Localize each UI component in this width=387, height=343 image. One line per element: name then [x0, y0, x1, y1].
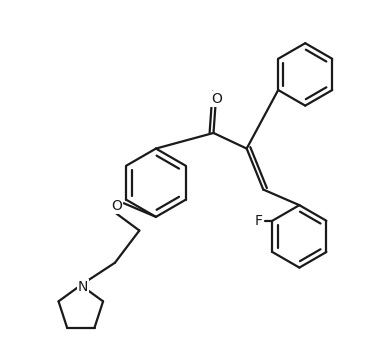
- Text: O: O: [111, 199, 122, 213]
- Text: O: O: [211, 92, 222, 106]
- Text: N: N: [77, 280, 88, 294]
- Text: F: F: [255, 214, 263, 228]
